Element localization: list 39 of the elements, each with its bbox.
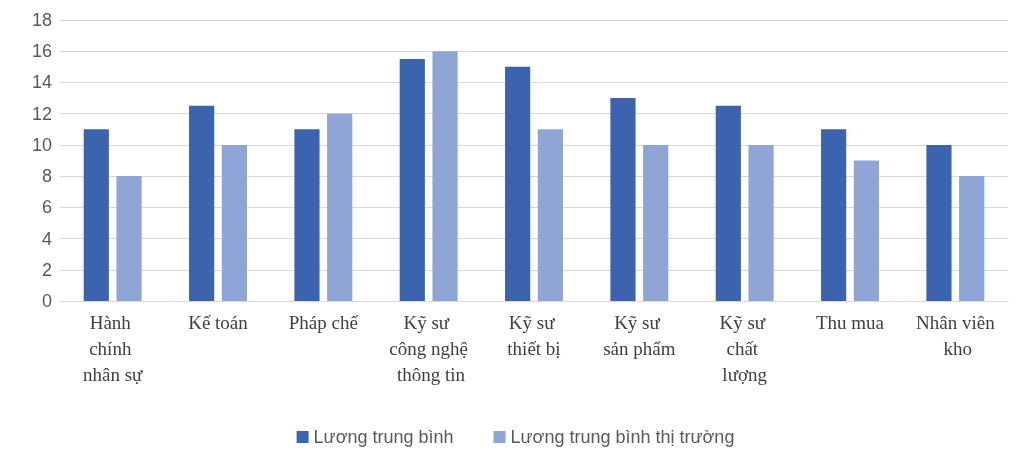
legend-label: Lương trung bình thị trường (510, 427, 735, 447)
y-tick-label: 14 (31, 72, 52, 93)
y-tick-label: 2 (41, 259, 52, 280)
bar (116, 176, 142, 301)
bar (821, 129, 847, 301)
bar (294, 129, 320, 301)
bar (643, 144, 669, 301)
y-tick-label: 8 (41, 166, 52, 187)
y-tick-label: 10 (31, 134, 52, 155)
x-tick-label: Nhân viên kho (916, 311, 996, 359)
bar (715, 105, 741, 301)
bar (959, 176, 985, 301)
x-tick-label: Kế toán (188, 311, 249, 333)
y-tick-label: 6 (41, 197, 52, 218)
y-tick-label: 0 (41, 291, 52, 311)
bar (748, 144, 774, 301)
bar (537, 129, 563, 301)
x-tick-label: Kỹ sư công nghệ thông tin (389, 311, 468, 385)
y-tick-label: 18 (31, 10, 52, 30)
x-tick-label: Hành chính nhân sự (82, 311, 144, 385)
x-tick-label: Pháp chế (288, 311, 359, 333)
bar (610, 98, 636, 301)
bar (327, 113, 353, 301)
bar (853, 160, 879, 301)
legend-label: Lương trung bình (313, 427, 454, 447)
x-tick-label: Thu mua (815, 311, 885, 333)
bar (432, 51, 458, 301)
x-tick-label: Kỹ sư chất lượng (719, 311, 770, 385)
y-tick-label: 4 (41, 228, 52, 249)
bar (221, 144, 247, 301)
y-tick-label: 16 (31, 41, 52, 62)
x-tick-label: Kỹ sư sản phẩm (603, 311, 676, 359)
bar (926, 144, 952, 301)
bar (83, 129, 109, 301)
y-tick-label: 12 (31, 103, 52, 124)
x-tick-label: Kỹ sư thiết bị (507, 311, 561, 359)
bar (399, 59, 425, 301)
bar (505, 66, 531, 301)
bar (189, 105, 215, 301)
